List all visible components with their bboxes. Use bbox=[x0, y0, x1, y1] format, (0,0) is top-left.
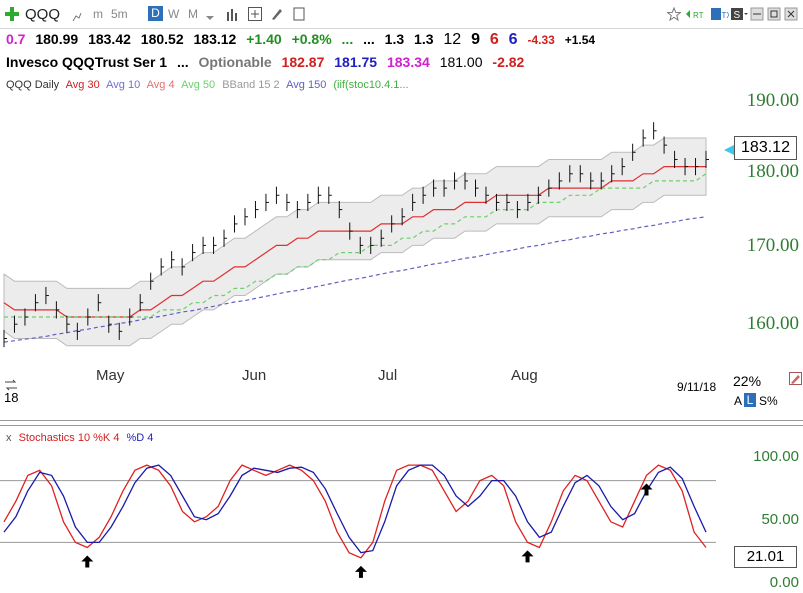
bollinger-band bbox=[3, 137, 707, 347]
star-icon[interactable] bbox=[666, 6, 682, 22]
count-9: 9 bbox=[471, 31, 480, 48]
scale-l[interactable]: L bbox=[744, 393, 756, 407]
study-avg50[interactable]: Avg 50 bbox=[181, 79, 216, 91]
stoch-axis-50: 50.00 bbox=[761, 511, 799, 528]
up-arrow-icon bbox=[354, 565, 367, 578]
pane-divider[interactable] bbox=[0, 420, 803, 426]
restore-icon[interactable] bbox=[767, 7, 781, 21]
count-6a: 6 bbox=[489, 31, 499, 48]
month-jun: Jun bbox=[242, 367, 267, 384]
price-blue: 181.75 bbox=[334, 54, 378, 70]
scale-a[interactable]: A bbox=[734, 394, 743, 408]
stoch-last-box: 21.01 bbox=[734, 546, 797, 568]
stoch-axis-100: 100.00 bbox=[753, 448, 799, 465]
high-value: 183.42 bbox=[88, 31, 131, 47]
studies-legend: QQQ Daily Avg 30 Avg 10 Avg 4 Avg 50 BBa… bbox=[6, 79, 413, 91]
page-icon[interactable] bbox=[292, 7, 306, 21]
change-red: -2.82 bbox=[492, 54, 525, 70]
stoch-series-d bbox=[3, 464, 707, 554]
up-arrow-icon bbox=[81, 555, 94, 568]
security-line: Invesco QQQTrust Ser 1 ... Optionable 18… bbox=[6, 54, 530, 70]
open-value: 180.99 bbox=[35, 31, 79, 47]
stoch-close-x[interactable]: x bbox=[6, 432, 12, 444]
optionable-label: Optionable bbox=[198, 54, 272, 70]
pencil-icon[interactable] bbox=[270, 7, 284, 21]
study-avg4[interactable]: Avg 4 bbox=[146, 79, 175, 91]
stoch-k-label[interactable]: Stochastics 10 %K 4 bbox=[18, 432, 120, 444]
last-price-marker-icon bbox=[724, 142, 734, 155]
last-value: 183.12 bbox=[193, 31, 237, 47]
pencil-edit-icon[interactable] bbox=[789, 372, 802, 385]
add-green-plus-icon[interactable] bbox=[5, 7, 19, 21]
symbol-field[interactable]: QQQ bbox=[25, 6, 61, 23]
price-chart[interactable] bbox=[0, 95, 730, 360]
study-qqq-daily[interactable]: QQQ Daily bbox=[6, 79, 60, 91]
study-avg30[interactable]: Avg 30 bbox=[65, 79, 100, 91]
dots-black: ... bbox=[363, 31, 375, 47]
last-price-box: 183.12 bbox=[734, 136, 797, 160]
study-avg10[interactable]: Avg 10 bbox=[106, 79, 141, 91]
count-6b: 6 bbox=[508, 31, 518, 48]
scale-spct[interactable]: S% bbox=[759, 394, 778, 408]
study-avg150[interactable]: Avg 150 bbox=[286, 79, 327, 91]
tx-label: TX bbox=[722, 11, 730, 20]
interval-m[interactable]: m bbox=[93, 7, 103, 21]
date-label: 9/11/18 bbox=[677, 380, 717, 394]
left-small-label: 18 bbox=[4, 390, 19, 405]
dropdown-icon[interactable] bbox=[206, 9, 214, 20]
up-arrow-icon bbox=[521, 550, 534, 563]
price-red: 182.87 bbox=[281, 54, 325, 70]
price-magenta: 183.34 bbox=[386, 54, 430, 70]
interval-5m[interactable]: 5m bbox=[111, 7, 128, 21]
stoch-axis-0: 0.00 bbox=[769, 574, 799, 591]
bar-chart-icon[interactable] bbox=[226, 7, 240, 21]
study-iif[interactable]: (iif(stoc10.4.1... bbox=[333, 79, 409, 91]
quote-line: 0.7 180.99 183.42 180.52 183.12 +1.40 +0… bbox=[6, 31, 601, 49]
series-line-avg-30 bbox=[3, 166, 706, 318]
dots-green: ... bbox=[341, 31, 354, 47]
ratio-1: 1.3 bbox=[384, 31, 405, 47]
add-study-icon[interactable] bbox=[248, 7, 262, 21]
rt-label: RT bbox=[693, 11, 704, 20]
month-aug: Aug bbox=[511, 367, 538, 384]
price-axis-180: 180.00 bbox=[746, 161, 799, 182]
stochastics-legend: x Stochastics 10 %K 4 %D 4 bbox=[6, 432, 157, 444]
security-dots: ... bbox=[176, 54, 189, 70]
tx-icon[interactable]: TX bbox=[711, 7, 732, 21]
month-may: May bbox=[96, 367, 125, 384]
up-arrow-icon bbox=[640, 483, 653, 496]
interval-w[interactable]: W bbox=[168, 7, 180, 21]
net-change: +1.40 bbox=[246, 31, 282, 47]
price-axis-160: 160.00 bbox=[746, 313, 799, 334]
pct-change: +0.8% bbox=[291, 31, 332, 47]
stoch-series-k bbox=[3, 464, 707, 559]
pct-label: 22% bbox=[733, 373, 762, 389]
chart-type-icon[interactable] bbox=[72, 9, 82, 22]
close-icon[interactable] bbox=[784, 7, 798, 21]
rt-icon[interactable]: RT bbox=[685, 7, 709, 21]
price-plain: 181.00 bbox=[439, 54, 483, 70]
neg-value: -4.33 bbox=[527, 33, 555, 47]
minimize-icon[interactable] bbox=[750, 7, 764, 21]
price-axis-190: 190.00 bbox=[746, 90, 799, 111]
s-icon[interactable]: S bbox=[731, 7, 749, 21]
stochastics-chart[interactable] bbox=[0, 445, 730, 593]
small-change: 0.7 bbox=[6, 31, 26, 47]
ratio-2: 1.3 bbox=[414, 31, 434, 47]
price-axis-170: 170.00 bbox=[746, 235, 799, 256]
interval-d[interactable]: D bbox=[148, 6, 163, 21]
toolbar: QQQ m 5m D W M RT TX S bbox=[0, 0, 803, 29]
swap-icon[interactable] bbox=[4, 378, 18, 391]
s-label: S bbox=[734, 10, 741, 21]
month-jul: Jul bbox=[378, 367, 398, 384]
stoch-d-label[interactable]: %D 4 bbox=[126, 432, 154, 444]
count-12: 12 bbox=[443, 31, 462, 48]
interval-mo[interactable]: M bbox=[188, 7, 198, 21]
low-value: 180.52 bbox=[140, 31, 184, 47]
pos-value: +1.54 bbox=[564, 33, 596, 47]
security-name: Invesco QQQTrust Ser 1 bbox=[6, 54, 168, 70]
study-bband[interactable]: BBand 15 2 bbox=[222, 79, 280, 91]
